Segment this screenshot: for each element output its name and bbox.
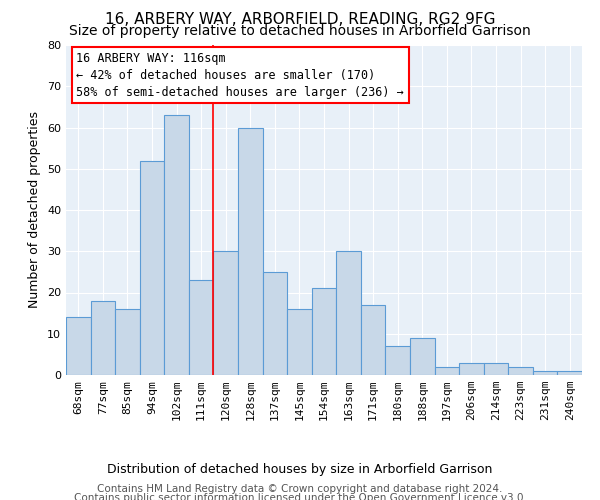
Text: Size of property relative to detached houses in Arborfield Garrison: Size of property relative to detached ho…: [69, 24, 531, 38]
Y-axis label: Number of detached properties: Number of detached properties: [28, 112, 41, 308]
Text: 16, ARBERY WAY, ARBORFIELD, READING, RG2 9FG: 16, ARBERY WAY, ARBORFIELD, READING, RG2…: [105, 12, 495, 28]
Bar: [385, 346, 410, 375]
Bar: [361, 305, 385, 375]
Bar: [410, 338, 434, 375]
Bar: [533, 371, 557, 375]
Bar: [66, 318, 91, 375]
Bar: [312, 288, 336, 375]
Bar: [164, 115, 189, 375]
Bar: [214, 251, 238, 375]
Text: Contains public sector information licensed under the Open Government Licence v3: Contains public sector information licen…: [74, 493, 526, 500]
Text: 16 ARBERY WAY: 116sqm
← 42% of detached houses are smaller (170)
58% of semi-det: 16 ARBERY WAY: 116sqm ← 42% of detached …: [76, 52, 404, 98]
Bar: [115, 309, 140, 375]
Bar: [484, 362, 508, 375]
Bar: [336, 251, 361, 375]
Text: Distribution of detached houses by size in Arborfield Garrison: Distribution of detached houses by size …: [107, 462, 493, 475]
Bar: [287, 309, 312, 375]
Bar: [459, 362, 484, 375]
Text: Contains HM Land Registry data © Crown copyright and database right 2024.: Contains HM Land Registry data © Crown c…: [97, 484, 503, 494]
Bar: [189, 280, 214, 375]
Bar: [434, 367, 459, 375]
Bar: [508, 367, 533, 375]
Bar: [238, 128, 263, 375]
Bar: [557, 371, 582, 375]
Bar: [263, 272, 287, 375]
Bar: [91, 300, 115, 375]
Bar: [140, 160, 164, 375]
